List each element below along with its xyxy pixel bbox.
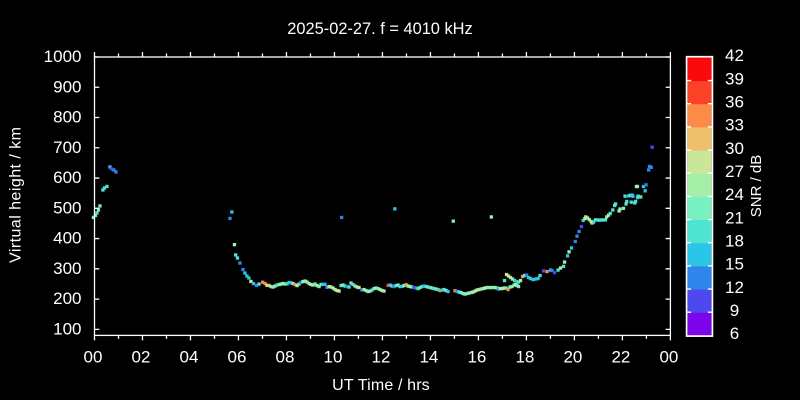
svg-text:700: 700 <box>53 138 81 157</box>
svg-text:800: 800 <box>53 108 81 127</box>
svg-text:18: 18 <box>515 348 534 367</box>
svg-text:30: 30 <box>725 139 744 158</box>
svg-text:02: 02 <box>132 348 151 367</box>
svg-text:18: 18 <box>725 231 744 250</box>
svg-text:12: 12 <box>371 348 390 367</box>
svg-text:16: 16 <box>467 348 486 367</box>
svg-text:300: 300 <box>53 259 81 278</box>
svg-text:14: 14 <box>419 348 438 367</box>
svg-text:15: 15 <box>725 255 744 274</box>
svg-text:00: 00 <box>659 348 678 367</box>
svg-text:08: 08 <box>276 348 295 367</box>
svg-text:UT Time / hrs: UT Time / hrs <box>332 377 430 394</box>
svg-text:04: 04 <box>180 348 199 367</box>
svg-text:100: 100 <box>53 319 81 338</box>
svg-text:SNR / dB: SNR / dB <box>748 155 765 218</box>
svg-text:Virtual height / km: Virtual height / km <box>8 127 25 263</box>
svg-text:20: 20 <box>563 348 582 367</box>
svg-text:2025-02-27. f = 4010 kHz: 2025-02-27. f = 4010 kHz <box>287 20 472 38</box>
svg-text:9: 9 <box>730 301 739 320</box>
svg-text:10: 10 <box>323 348 342 367</box>
svg-text:42: 42 <box>725 46 744 65</box>
svg-text:27: 27 <box>725 162 744 181</box>
svg-text:500: 500 <box>53 198 81 217</box>
svg-text:24: 24 <box>725 185 744 204</box>
svg-text:39: 39 <box>725 69 744 88</box>
svg-text:600: 600 <box>53 168 81 187</box>
svg-text:00: 00 <box>84 348 103 367</box>
svg-text:12: 12 <box>725 278 744 297</box>
svg-text:06: 06 <box>228 348 247 367</box>
svg-text:21: 21 <box>725 208 744 227</box>
svg-text:400: 400 <box>53 229 81 248</box>
svg-text:900: 900 <box>53 77 81 96</box>
svg-text:6: 6 <box>730 324 739 343</box>
svg-text:1000: 1000 <box>44 47 82 66</box>
svg-text:200: 200 <box>53 289 81 308</box>
svg-text:36: 36 <box>725 92 744 111</box>
svg-text:22: 22 <box>611 348 630 367</box>
svg-text:33: 33 <box>725 116 744 135</box>
